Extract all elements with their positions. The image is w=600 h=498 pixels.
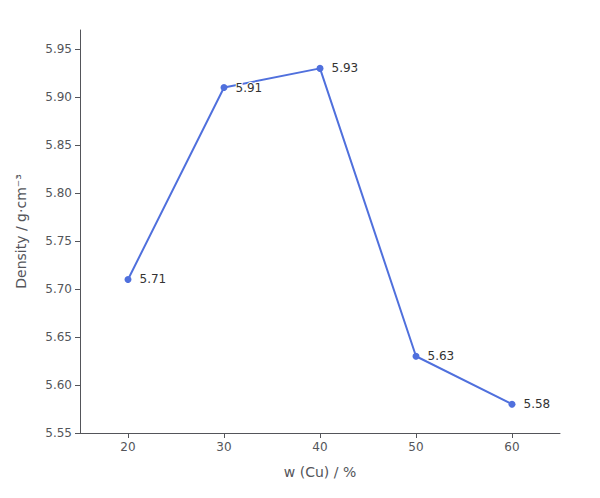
svg-text:50: 50	[408, 440, 423, 454]
svg-text:30: 30	[216, 440, 231, 454]
svg-text:5.93: 5.93	[332, 61, 359, 75]
svg-text:5.90: 5.90	[45, 90, 72, 104]
svg-text:5.91: 5.91	[236, 81, 263, 95]
svg-text:5.85: 5.85	[45, 138, 72, 152]
svg-text:5.75: 5.75	[45, 234, 72, 248]
svg-text:5.70: 5.70	[45, 282, 72, 296]
svg-text:5.58: 5.58	[524, 397, 551, 411]
svg-text:5.80: 5.80	[45, 186, 72, 200]
svg-text:40: 40	[312, 440, 327, 454]
svg-text:Density / g·cm⁻³: Density / g·cm⁻³	[13, 174, 29, 289]
svg-text:5.95: 5.95	[45, 42, 72, 56]
svg-text:60: 60	[504, 440, 519, 454]
svg-text:5.63: 5.63	[428, 349, 455, 363]
svg-text:w (Cu) / %: w (Cu) / %	[284, 464, 356, 480]
svg-text:20: 20	[120, 440, 135, 454]
svg-text:5.71: 5.71	[140, 272, 167, 286]
svg-text:5.55: 5.55	[45, 426, 72, 440]
svg-text:5.60: 5.60	[45, 378, 72, 392]
svg-text:5.65: 5.65	[45, 330, 72, 344]
